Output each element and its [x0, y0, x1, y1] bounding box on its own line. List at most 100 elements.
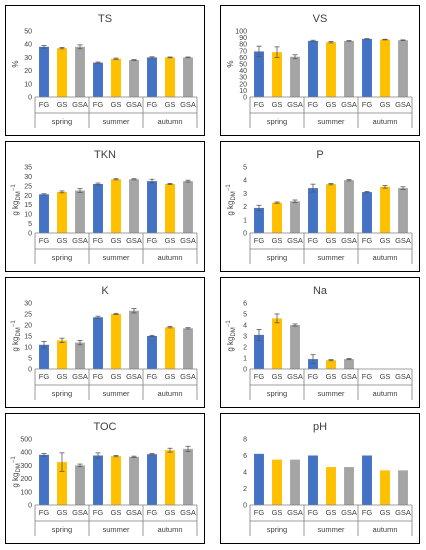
x-tick-label: GS — [57, 372, 68, 381]
y-tick-label: 0 — [243, 503, 247, 510]
y-tick-label: 40 — [239, 68, 247, 75]
bar-fg-autumn — [362, 455, 372, 505]
bar-gsa-autumn — [183, 57, 193, 97]
group-label-spring: spring — [52, 525, 72, 534]
y-tick-label: 4 — [243, 178, 247, 185]
bar-gsa-summer — [129, 310, 139, 369]
x-tick-label: FG — [147, 372, 158, 381]
bar-gsa-spring — [75, 46, 85, 97]
x-tick-label: GSA — [126, 508, 142, 517]
y-axis-label: g kgDM−1 — [226, 320, 237, 352]
x-tick-label: GSA — [287, 508, 303, 517]
x-tick-label: GS — [57, 100, 68, 109]
bar-gs-summer — [111, 179, 121, 233]
group-label-summer: summer — [102, 525, 130, 534]
y-tick-label: 10 — [24, 212, 32, 219]
group-label-summer: summer — [317, 525, 345, 534]
y-tick-label: 1 — [243, 356, 247, 363]
y-axis-label-sub: DM — [16, 327, 22, 336]
x-tick-label: FG — [39, 372, 50, 381]
bar-gs-autumn — [165, 327, 175, 369]
y-tick-label: 20 — [239, 81, 247, 88]
y-axis-label-exponent: −1 — [226, 184, 232, 192]
y-axis-label: g kgDM−1 — [11, 184, 22, 216]
group-label-summer: summer — [317, 389, 345, 398]
bar-gsa-spring — [290, 201, 300, 233]
bar-gs-spring — [272, 318, 282, 369]
y-tick-label: 300 — [20, 463, 32, 470]
bar-fg-autumn — [147, 454, 157, 505]
x-tick-label: GSA — [72, 372, 88, 381]
bar-gsa-spring — [290, 325, 300, 369]
x-tick-label: GSA — [126, 236, 142, 245]
y-tick-label: 0 — [28, 503, 32, 510]
x-tick-label: GSA — [180, 372, 196, 381]
group-label-summer: summer — [317, 117, 345, 126]
x-tick-label: GSA — [341, 236, 357, 245]
y-tick-label: 4 — [243, 323, 247, 330]
group-label-spring: spring — [267, 253, 287, 262]
bar-gsa-summer — [129, 60, 139, 97]
x-tick-label: FG — [93, 508, 104, 517]
group-label-spring: spring — [267, 117, 287, 126]
y-tick-label: 3 — [243, 191, 247, 198]
x-tick-label: GS — [326, 508, 337, 517]
x-tick-label: GSA — [72, 508, 88, 517]
y-tick-label: 30 — [24, 301, 32, 308]
x-tick-label: FG — [362, 372, 373, 381]
group-label-autumn: autumn — [372, 117, 397, 126]
y-axis-label-exponent: −1 — [11, 456, 17, 464]
bar-gs-summer — [326, 184, 336, 233]
y-tick-label: 0 — [28, 367, 32, 374]
group-label-summer: summer — [317, 253, 345, 262]
bar-gsa-autumn — [183, 448, 193, 505]
x-tick-label: GS — [111, 100, 122, 109]
group-label-autumn: autumn — [157, 525, 182, 534]
y-tick-label: 500 — [20, 437, 32, 444]
y-tick-label: 80 — [239, 42, 247, 49]
y-tick-label: 20 — [24, 323, 32, 330]
y-tick-label: 6 — [243, 301, 247, 308]
chart-title: Na — [313, 285, 328, 297]
x-tick-label: FG — [93, 100, 104, 109]
y-tick-label: 35 — [24, 165, 32, 172]
y-axis-label-sub: DM — [16, 191, 22, 200]
bar-gsa-autumn — [183, 181, 193, 233]
y-axis-label: g kgDM−1 — [11, 456, 22, 488]
bar-fg-spring — [39, 454, 49, 505]
x-tick-label: GSA — [395, 100, 411, 109]
y-axis-label: % — [226, 60, 235, 67]
bar-gsa-summer — [344, 40, 354, 97]
bar-fg-spring — [254, 453, 264, 505]
x-tick-label: FG — [147, 100, 158, 109]
y-tick-label: 0 — [28, 231, 32, 238]
x-tick-label: GS — [111, 236, 122, 245]
y-tick-label: 10 — [24, 345, 32, 352]
x-tick-label: GSA — [395, 508, 411, 517]
x-tick-label: GS — [165, 100, 176, 109]
group-label-spring: spring — [267, 525, 287, 534]
bar-gsa-summer — [129, 456, 139, 505]
bar-fg-summer — [93, 455, 103, 505]
y-axis-label-main: % — [11, 60, 20, 67]
bar-fg-autumn — [362, 192, 372, 233]
x-tick-label: GS — [165, 236, 176, 245]
bar-gsa-autumn — [398, 40, 408, 97]
bar-gsa-autumn — [398, 188, 408, 233]
x-tick-label: GS — [57, 236, 68, 245]
group-label-autumn: autumn — [372, 525, 397, 534]
bar-gsa-summer — [129, 179, 139, 233]
bar-gsa-spring — [75, 190, 85, 233]
y-tick-label: 30 — [239, 75, 247, 82]
x-tick-label: GS — [326, 236, 337, 245]
y-tick-label: 0 — [243, 95, 247, 102]
bar-gsa-autumn — [183, 328, 193, 369]
bar-gs-summer — [326, 360, 336, 369]
bar-fg-spring — [254, 51, 264, 97]
group-label-spring: spring — [52, 117, 72, 126]
y-tick-label: 20 — [24, 193, 32, 200]
y-axis-label-main: g kg — [11, 473, 20, 488]
